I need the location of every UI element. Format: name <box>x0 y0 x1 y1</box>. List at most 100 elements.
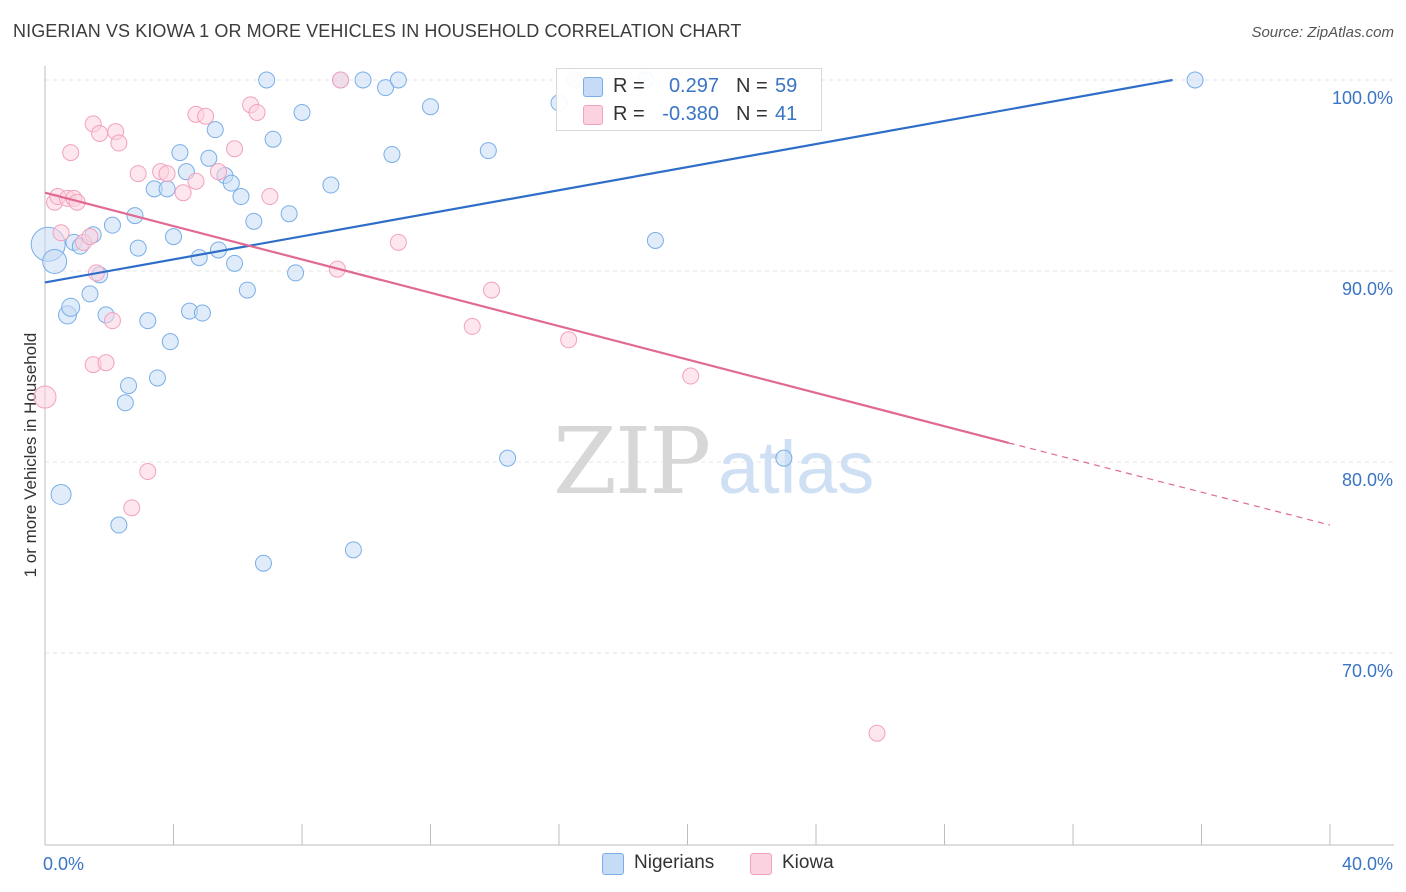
source-label: Source: ZipAtlas.com <box>1251 24 1394 41</box>
kiowa-point <box>174 184 192 202</box>
stats-legend: R = 0.297 N = 59 R = -0.380 N = 41 <box>556 68 822 131</box>
kiowa-point <box>463 317 481 335</box>
nigerians-point <box>226 254 244 272</box>
nigerians-point <box>775 449 793 467</box>
kiowa-point <box>682 367 700 385</box>
kiowa-legend-swatch <box>750 853 772 875</box>
y-tick-label: 90.0% <box>1342 279 1393 299</box>
nigerians-point <box>499 449 517 467</box>
nigerians-point <box>116 394 134 412</box>
nigerians-point <box>193 304 211 322</box>
nigerians-point <box>344 541 362 559</box>
nigerians-point <box>383 145 401 163</box>
kiowa-point <box>91 124 109 142</box>
nigerians-point <box>422 98 439 116</box>
kiowa-point <box>110 134 128 152</box>
nigerians-point <box>148 369 166 387</box>
kiowa-point <box>97 354 115 372</box>
kiowa-point <box>52 224 70 242</box>
n-label: N = <box>736 103 768 125</box>
nigerians-point <box>322 176 340 194</box>
nigerians-point <box>158 180 176 198</box>
nigerians-point <box>479 142 497 160</box>
kiowa-point <box>209 163 227 181</box>
nigerians-point <box>264 130 282 148</box>
nigerians-point <box>293 103 311 121</box>
kiowa-point <box>123 499 141 517</box>
n-value: 41 <box>775 103 798 125</box>
nigerians-point <box>129 239 147 257</box>
nigerians-trend-line <box>44 78 1173 284</box>
kiowa-trend-line <box>44 191 1010 444</box>
nigerians-point <box>110 516 128 534</box>
nigerians-point <box>50 483 72 505</box>
nigerians-point <box>200 149 218 167</box>
nigerians-point <box>245 212 263 230</box>
svg-text:ZIP: ZIP <box>553 408 709 515</box>
nigerians-point <box>232 188 250 206</box>
x-tick-label: 0.0% <box>43 854 84 874</box>
kiowa-trend-line-extension <box>1008 442 1331 526</box>
nigerians-point <box>287 264 305 282</box>
kiowa-point <box>248 103 266 121</box>
kiowa-point <box>62 144 80 162</box>
nigerians-point <box>222 174 240 192</box>
nigerians-point <box>280 205 298 223</box>
svg-text:atlas: atlas <box>718 426 874 509</box>
x-tick-label: 40.0% <box>1342 854 1393 874</box>
nigerians-point <box>81 285 99 303</box>
kiowa-point <box>389 233 407 251</box>
watermark: ZIP atlas <box>553 408 874 515</box>
r-label: R = <box>613 103 645 125</box>
kiowa-point <box>158 165 176 183</box>
axes <box>44 66 1394 846</box>
kiowa-point <box>103 312 121 330</box>
nigerians-legend-swatch <box>602 853 624 875</box>
nigerians-point <box>61 297 81 317</box>
legend-label: Nigerians <box>634 852 715 873</box>
y-tick-label: 70.0% <box>1342 661 1393 681</box>
r-value: 0.297 <box>668 75 719 97</box>
nigerians-point <box>103 216 121 234</box>
n-value: 59 <box>775 75 798 97</box>
nigerians-point <box>120 377 138 395</box>
nigerians-point <box>238 281 256 299</box>
nigerians-point <box>377 79 395 97</box>
kiowa-swatch <box>583 105 603 125</box>
kiowa-point <box>139 463 157 481</box>
nigerians-point <box>171 144 189 162</box>
legend-label: Kiowa <box>782 852 834 873</box>
stats-row-nigerians: R = 0.297 N = 59 <box>557 73 821 101</box>
nigerians-point <box>206 121 224 139</box>
kiowa-point <box>261 188 279 206</box>
nigerians-point <box>161 333 179 351</box>
kiowa-point <box>483 281 501 299</box>
nigerians-point <box>42 248 68 274</box>
nigerians-swatch <box>583 77 603 97</box>
data-points <box>30 71 1204 742</box>
nigerians-point <box>258 71 276 89</box>
nigerians-point <box>190 249 208 267</box>
gridlines <box>45 79 1394 654</box>
nigerians-point <box>1186 71 1204 89</box>
chart-title: NIGERIAN VS KIOWA 1 OR MORE VEHICLES IN … <box>13 21 742 41</box>
trend-lines <box>44 78 1331 526</box>
y-tick-label: 80.0% <box>1342 470 1393 490</box>
kiowa-point <box>868 724 886 742</box>
y-tick-label: 100.0% <box>1332 88 1393 108</box>
kiowa-point <box>129 165 147 183</box>
kiowa-point <box>197 107 215 125</box>
stats-row-kiowa: R = -0.380 N = 41 <box>557 101 821 129</box>
n-label: N = <box>736 75 768 97</box>
nigerians-point <box>389 71 407 89</box>
tick-labels: 100.0% 90.0% 80.0% 70.0% 0.0% 40.0% <box>43 88 1393 874</box>
kiowa-point <box>332 71 350 89</box>
nigerians-point <box>646 231 664 249</box>
kiowa-point <box>187 172 205 190</box>
kiowa-point <box>560 331 578 349</box>
nigerians-point <box>254 554 272 572</box>
nigerians-point <box>354 71 372 89</box>
kiowa-point <box>226 140 244 158</box>
kiowa-point <box>81 228 99 246</box>
